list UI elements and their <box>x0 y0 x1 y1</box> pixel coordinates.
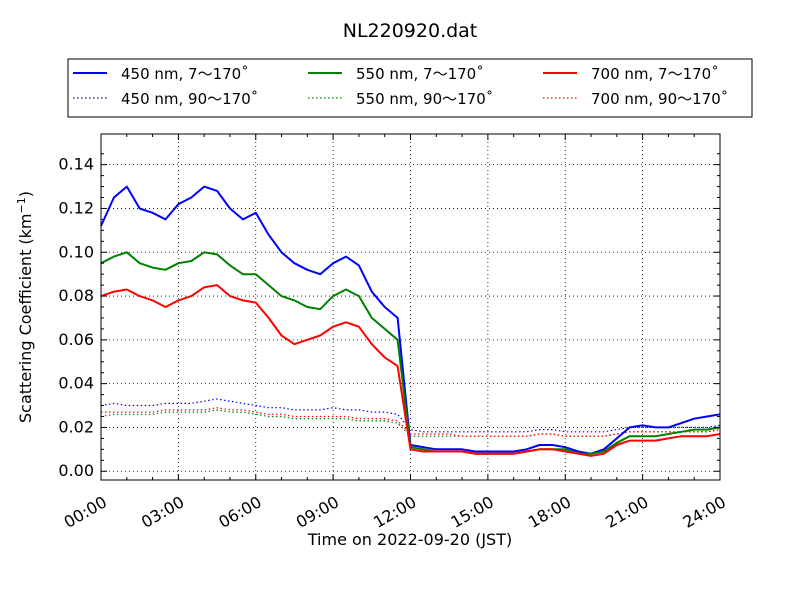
y-tick-label: 0.04 <box>58 374 94 393</box>
legend-frame <box>67 58 753 118</box>
legend-label: 550 nm, 90～170˚ <box>356 90 493 108</box>
y-axis-label-sup: −1 <box>15 197 28 213</box>
y-tick-label: 0.02 <box>58 417 94 436</box>
y-axis-label-main: Scattering Coefficient (km <box>16 213 35 423</box>
grid-lines <box>101 134 720 480</box>
legend-label: 550 nm, 7～170˚ <box>356 65 484 83</box>
y-tick-label: 0.08 <box>58 286 94 305</box>
series-layer <box>100 185 721 457</box>
chart-title: NL220920.dat <box>343 20 478 42</box>
y-tick-label: 0.10 <box>58 242 94 261</box>
y-axis-label-end: ) <box>16 191 35 197</box>
series-line <box>101 407 721 437</box>
y-tick-label: 0.00 <box>58 461 94 480</box>
y-tick-label: 0.06 <box>58 330 94 349</box>
legend-label: 700 nm, 90～170˚ <box>591 90 728 108</box>
y-tick-label: 0.14 <box>58 155 94 174</box>
legend-label: 700 nm, 7～170˚ <box>591 65 719 83</box>
x-axis-label: Time on 2022-09-20 (JST) <box>307 530 512 549</box>
y-tick-label: 0.12 <box>58 198 94 217</box>
legend: 450 nm, 7～170˚ 450 nm, 90～170˚ 550 nm, 7～1… <box>67 58 753 118</box>
legend-label: 450 nm, 90～170˚ <box>121 90 258 108</box>
legend-label: 450 nm, 7～170˚ <box>121 65 249 83</box>
series-line <box>100 284 721 457</box>
y-axis-label: Scattering Coefficient (km−1) <box>15 191 35 423</box>
